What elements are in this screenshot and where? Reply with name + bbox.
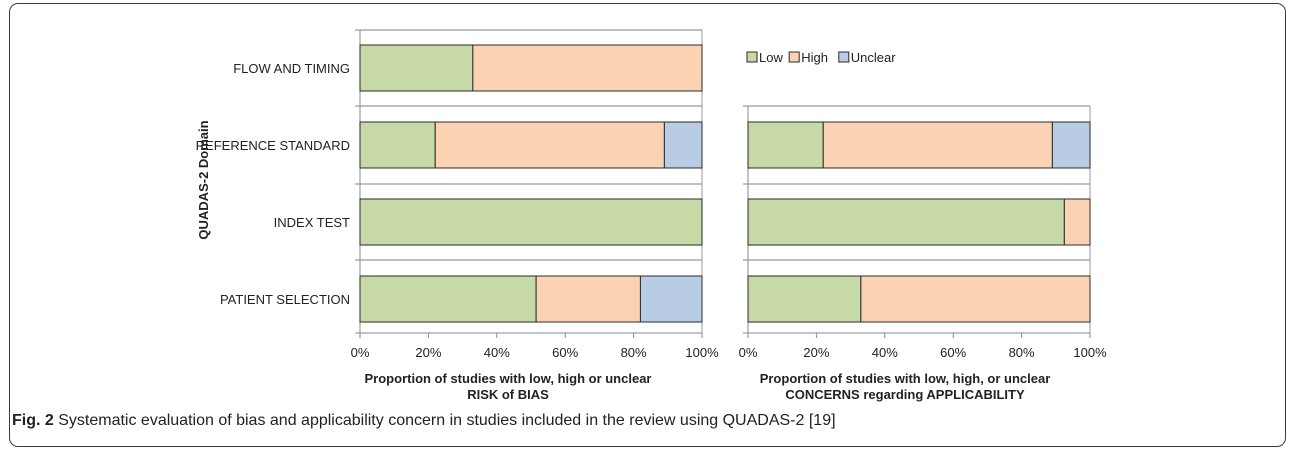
legend-label-low: Low xyxy=(759,50,783,65)
bias-bar-reference-standard-high xyxy=(434,121,665,169)
legend-label-unclear: Unclear xyxy=(851,50,896,65)
bias-bar-index-test-low xyxy=(359,198,703,246)
bias-x-tick-label: 60% xyxy=(552,345,578,360)
bias-x-tick-label: 100% xyxy=(685,345,719,360)
applicability-bar-reference-standard-low xyxy=(747,121,824,169)
bias-category-label: REFERENCE STANDARD xyxy=(196,138,350,153)
figure-frame xyxy=(9,3,1286,447)
bias-bar-flow-and-timing-low xyxy=(359,44,474,92)
applicability-bar-index-test-high xyxy=(1063,198,1091,246)
bias-bar-reference-standard-unclear xyxy=(663,121,703,169)
legend-swatch-low xyxy=(746,51,758,63)
bias-x-tick-label: 40% xyxy=(484,345,510,360)
legend-swatch-high xyxy=(788,51,800,63)
bias-category-label: FLOW AND TIMING xyxy=(233,61,350,76)
applicability-x-tick-label: 80% xyxy=(1009,345,1035,360)
applicability-bar-patient-selection-high xyxy=(860,275,1091,323)
bias-xlabel-line2: RISK of BIAS xyxy=(467,387,549,402)
caption-label: Fig. 2 xyxy=(12,412,54,429)
applicability-xlabel-line1: Proportion of studies with low, high, or… xyxy=(760,371,1051,386)
bias-bar-flow-and-timing-high xyxy=(472,44,703,92)
caption-text: Systematic evaluation of bias and applic… xyxy=(58,412,836,429)
applicability-bar-reference-standard-unclear xyxy=(1051,121,1091,169)
bias-ylabel: QUADAS-2 Domain xyxy=(196,120,211,239)
applicability-bar-index-test-low xyxy=(747,198,1065,246)
figure-caption: Fig. 2 Systematic evaluation of bias and… xyxy=(12,412,836,430)
bias-x-tick-label: 20% xyxy=(415,345,441,360)
applicability-x-tick-label: 40% xyxy=(872,345,898,360)
applicability-bar-patient-selection-low xyxy=(747,275,862,323)
bias-bar-reference-standard-low xyxy=(359,121,436,169)
applicability-x-tick-label: 20% xyxy=(803,345,829,360)
bias-x-tick-label: 0% xyxy=(351,345,370,360)
bias-x-tick-label: 80% xyxy=(621,345,647,360)
bias-bar-patient-selection-high xyxy=(535,275,641,323)
applicability-xlabel-line2: CONCERNS regarding APPLICABILITY xyxy=(785,387,1025,402)
applicability-x-tick-label: 60% xyxy=(940,345,966,360)
applicability-x-tick-label: 0% xyxy=(739,345,758,360)
bias-xlabel-line1: Proportion of studies with low, high or … xyxy=(365,371,652,386)
bias-bar-patient-selection-low xyxy=(359,275,537,323)
legend-label-high: High xyxy=(801,50,828,65)
applicability-bar-reference-standard-high xyxy=(822,121,1053,169)
legend-swatch-unclear xyxy=(838,51,850,63)
applicability-x-tick-label: 100% xyxy=(1073,345,1107,360)
bias-category-label: PATIENT SELECTION xyxy=(220,292,350,307)
bias-category-label: INDEX TEST xyxy=(274,215,350,230)
bias-bar-patient-selection-unclear xyxy=(639,275,703,323)
